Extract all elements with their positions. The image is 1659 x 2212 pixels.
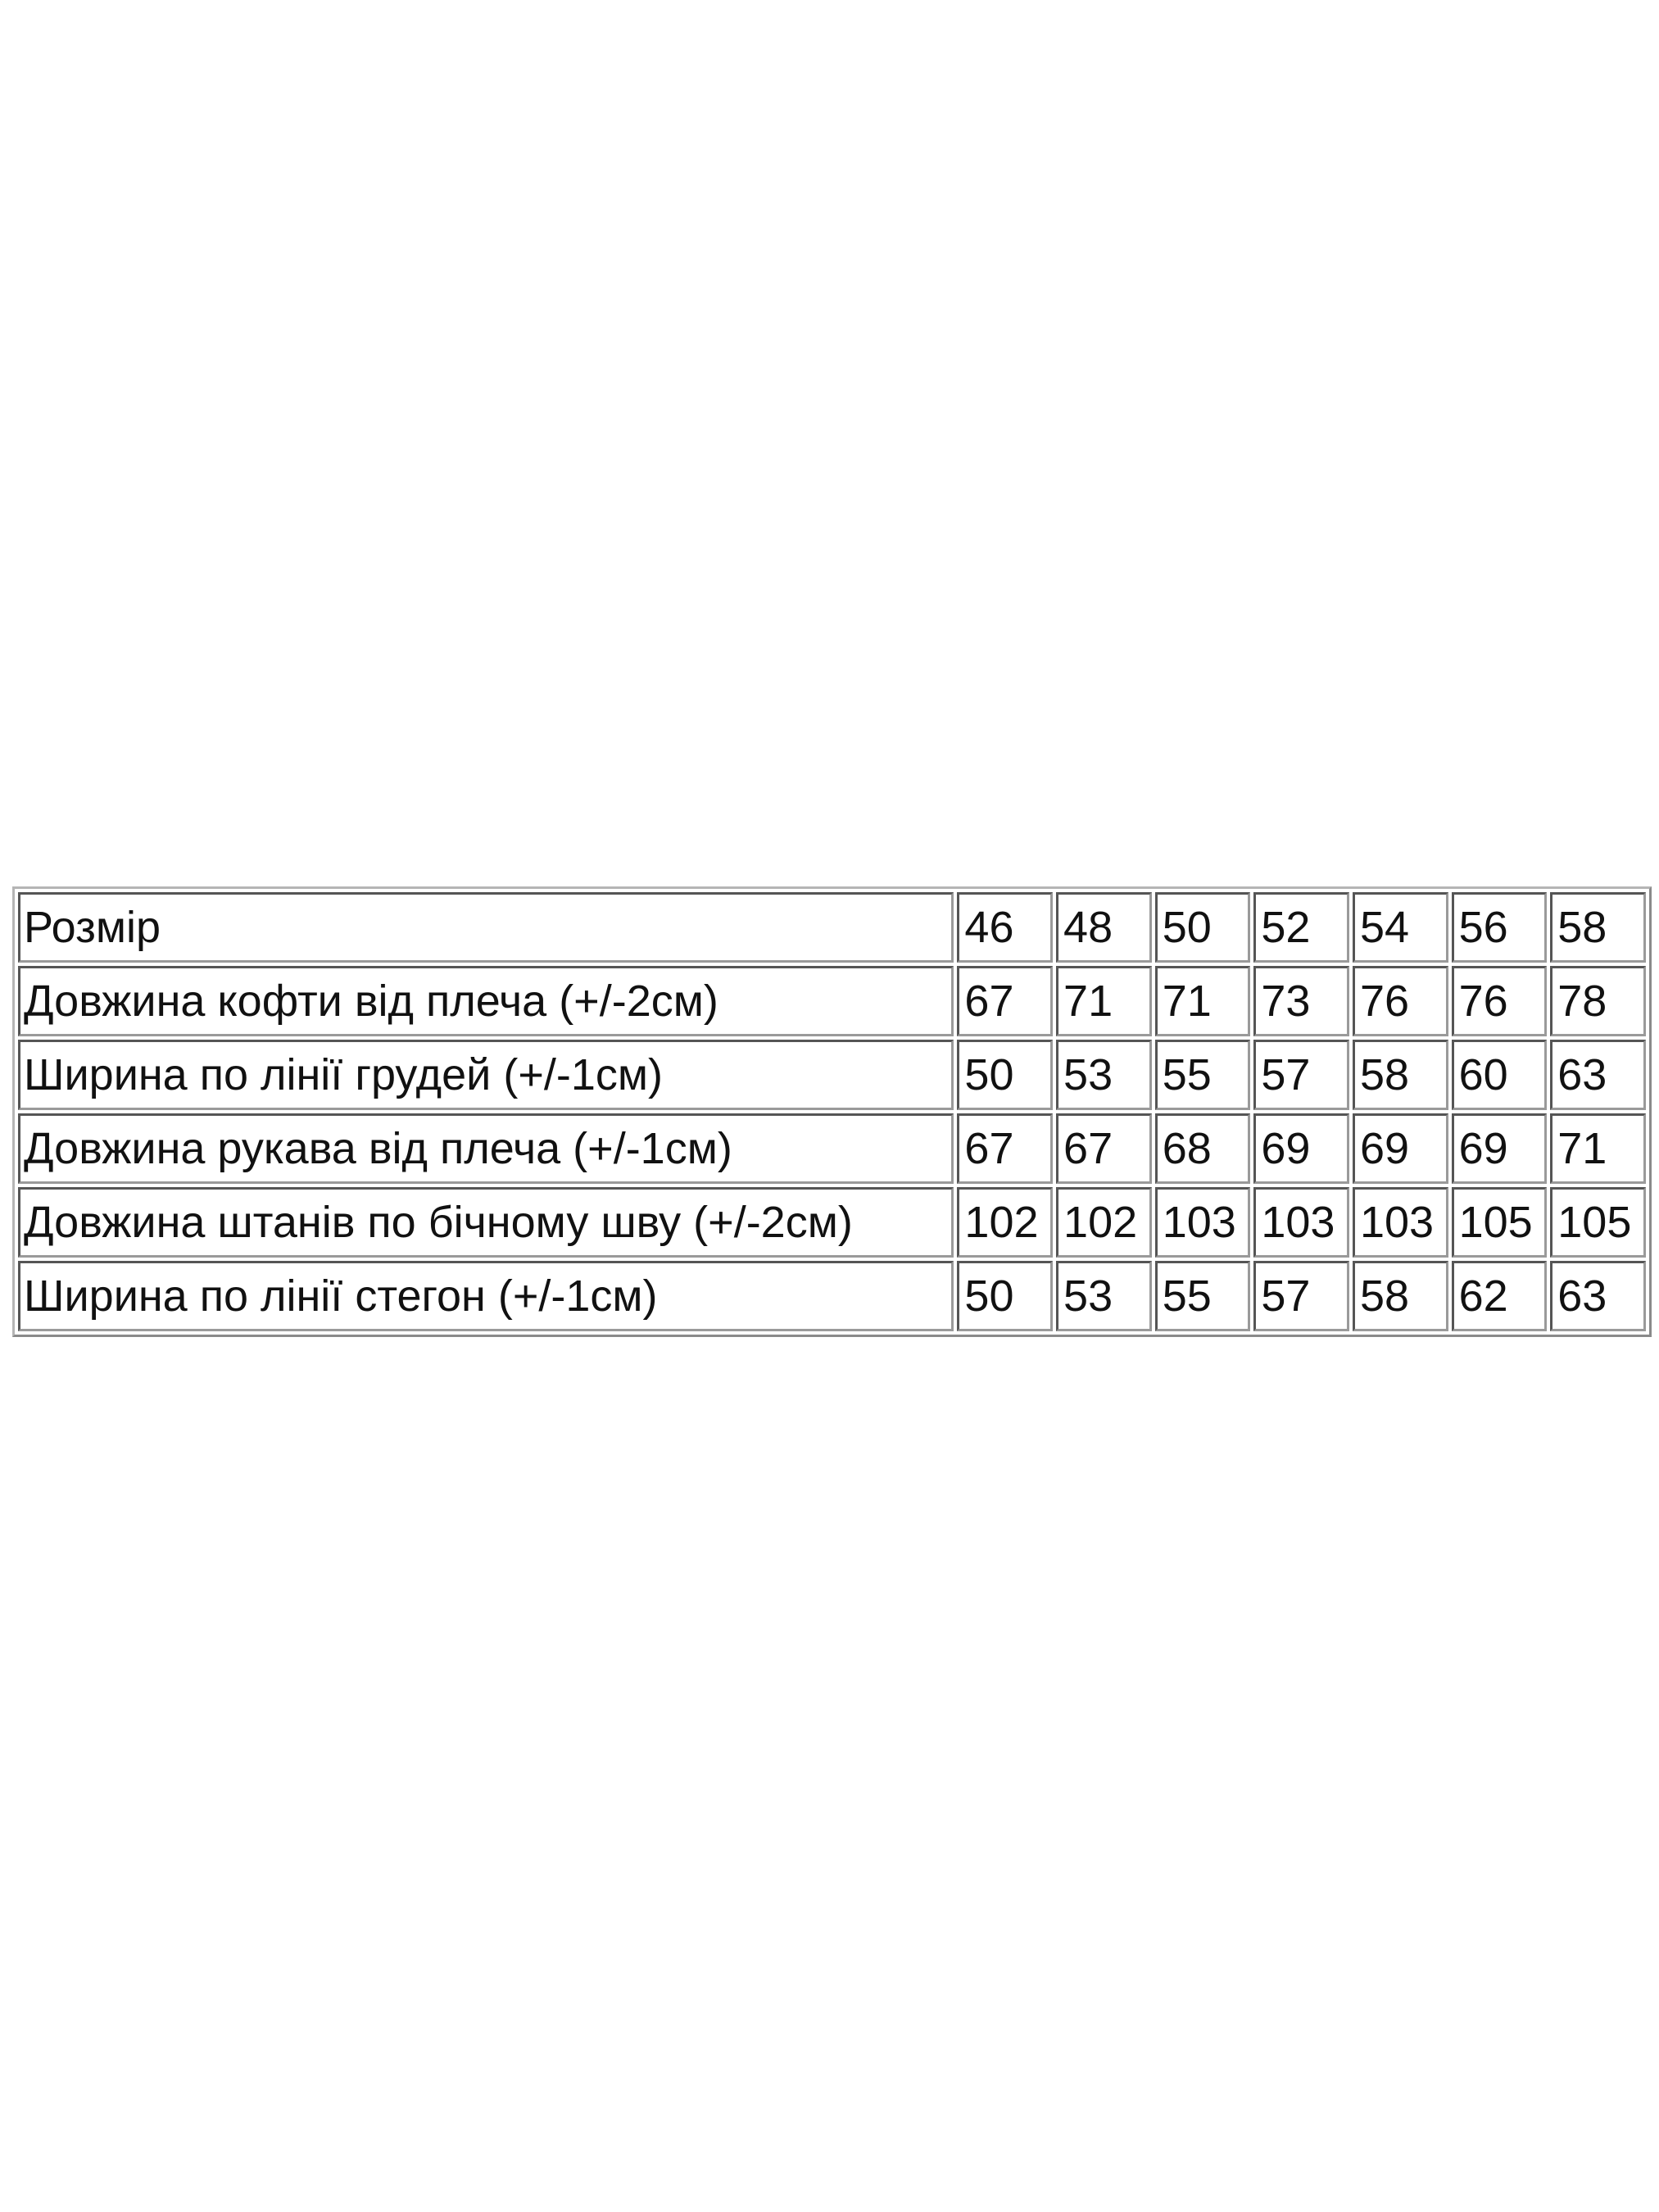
measurement-value-cell: 69	[1253, 1113, 1349, 1184]
table-header-row: Розмір 46 48 50 52 54 56 58	[18, 892, 1646, 963]
measurement-value-cell: 76	[1451, 966, 1548, 1036]
measurement-value-cell: 67	[957, 966, 1054, 1036]
measurement-value-cell: 63	[1550, 1040, 1646, 1110]
measurement-label-cell: Довжина рукава від плеча (+/-1см)	[18, 1113, 954, 1184]
size-cell: 56	[1451, 892, 1548, 963]
size-cell: 50	[1154, 892, 1251, 963]
measurement-value-cell: 53	[1056, 1040, 1152, 1110]
measurement-value-cell: 69	[1451, 1113, 1548, 1184]
measurement-value-cell: 62	[1451, 1261, 1548, 1331]
measurement-label-cell: Ширина по лінії грудей (+/-1см)	[18, 1040, 954, 1110]
measurement-label-cell: Довжина кофти від плеча (+/-2см)	[18, 966, 954, 1036]
measurement-label-cell: Ширина по лінії стегон (+/-1см)	[18, 1261, 954, 1331]
table-row: Ширина по лінії стегон (+/-1см) 50 53 55 57 5…	[18, 1261, 1646, 1331]
measurement-value-cell: 78	[1550, 966, 1646, 1036]
measurement-value-cell: 71	[1154, 966, 1251, 1036]
measurement-value-cell: 105	[1550, 1187, 1646, 1258]
size-cell: 54	[1352, 892, 1448, 963]
measurement-value-cell: 55	[1154, 1040, 1251, 1110]
measurement-value-cell: 71	[1056, 966, 1152, 1036]
measurement-value-cell: 103	[1154, 1187, 1251, 1258]
measurement-value-cell: 55	[1154, 1261, 1251, 1331]
measurement-value-cell: 50	[957, 1261, 1054, 1331]
measurement-value-cell: 103	[1253, 1187, 1349, 1258]
table-row: Ширина по лінії грудей (+/-1см) 50 53 55 57 5…	[18, 1040, 1646, 1110]
size-cell: 52	[1253, 892, 1349, 963]
measurement-value-cell: 58	[1352, 1040, 1448, 1110]
table-row: Довжина кофти від плеча (+/-2см) 67 71 71 73…	[18, 966, 1646, 1036]
measurement-value-cell: 76	[1352, 966, 1448, 1036]
measurement-value-cell: 102	[957, 1187, 1054, 1258]
measurement-value-cell: 67	[1056, 1113, 1152, 1184]
measurement-value-cell: 71	[1550, 1113, 1646, 1184]
measurement-label-cell: Довжина штанів по бічному шву (+/-2см)	[18, 1187, 954, 1258]
measurement-value-cell: 105	[1451, 1187, 1548, 1258]
measurement-value-cell: 57	[1253, 1261, 1349, 1331]
size-cell: 46	[957, 892, 1054, 963]
measurement-value-cell: 73	[1253, 966, 1349, 1036]
measurement-value-cell: 69	[1352, 1113, 1448, 1184]
measurement-value-cell: 57	[1253, 1040, 1349, 1110]
measurement-value-cell: 53	[1056, 1261, 1152, 1331]
size-cell: 48	[1056, 892, 1152, 963]
measurement-value-cell: 63	[1550, 1261, 1646, 1331]
size-chart-body: Розмір 46 48 50 52 54 56 58 Довжина кофт…	[18, 892, 1646, 1331]
measurement-value-cell: 102	[1056, 1187, 1152, 1258]
measurement-value-cell: 60	[1451, 1040, 1548, 1110]
measurement-value-cell: 103	[1352, 1187, 1448, 1258]
table-row: Довжина штанів по бічному шву (+/-2см) 10…	[18, 1187, 1646, 1258]
table-row: Довжина рукава від плеча (+/-1см) 67 67 68 6…	[18, 1113, 1646, 1184]
measurement-value-cell: 50	[957, 1040, 1054, 1110]
header-label-cell: Розмір	[18, 892, 954, 963]
measurement-value-cell: 68	[1154, 1113, 1251, 1184]
measurement-value-cell: 67	[957, 1113, 1054, 1184]
size-cell: 58	[1550, 892, 1646, 963]
measurement-value-cell: 58	[1352, 1261, 1448, 1331]
size-chart-table: Розмір 46 48 50 52 54 56 58 Довжина кофт…	[12, 886, 1652, 1337]
